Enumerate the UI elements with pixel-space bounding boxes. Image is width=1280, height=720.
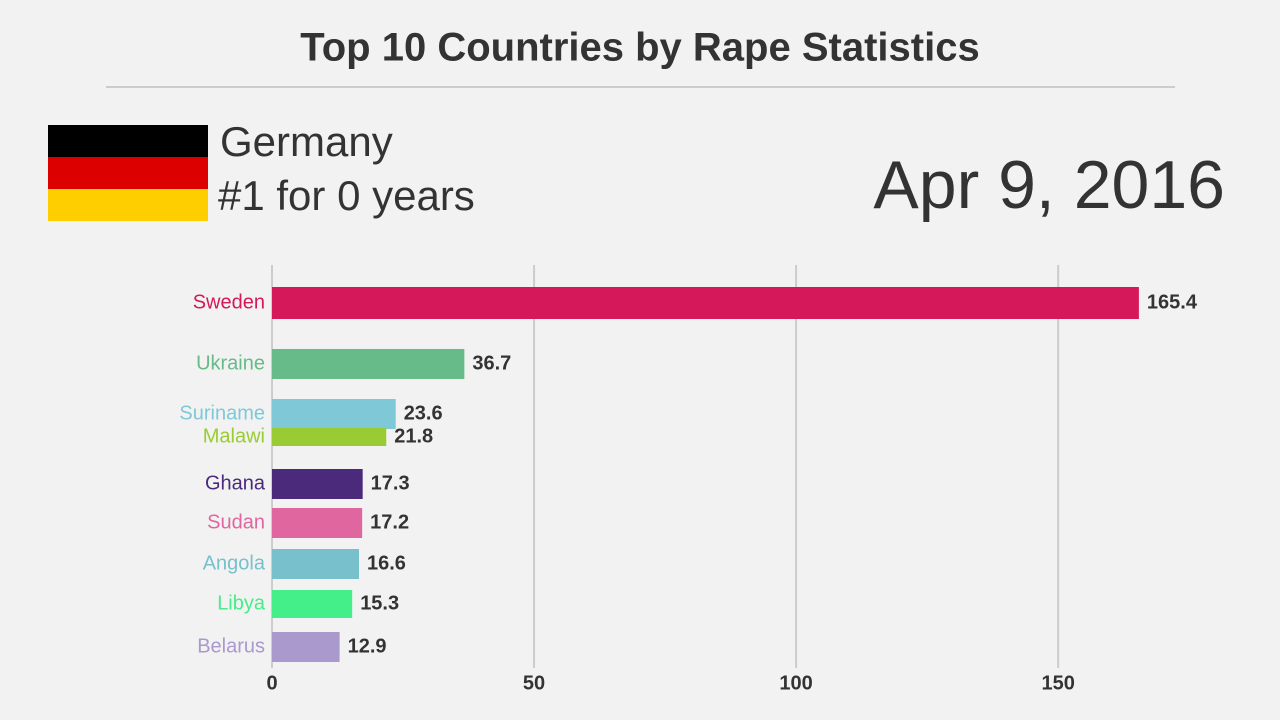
value-label: 12.9 (348, 635, 387, 657)
category-label: Malawi (203, 425, 265, 447)
x-tick-label: 0 (266, 672, 277, 694)
bar (272, 399, 396, 429)
category-label: Sudan (207, 511, 265, 533)
value-label: 21.8 (394, 425, 433, 447)
category-label: Angola (203, 552, 266, 574)
bar (272, 508, 363, 538)
bar (272, 632, 340, 662)
category-label: Ghana (205, 472, 266, 494)
category-label: Belarus (197, 635, 265, 657)
bar (272, 549, 360, 579)
leader-note: #1 for 0 years (218, 172, 475, 219)
x-tick-label: 100 (779, 672, 812, 694)
flag-stripe (48, 125, 208, 157)
bar (272, 428, 387, 446)
bar (272, 469, 363, 499)
leader-name: Germany (220, 118, 393, 165)
value-label: 17.3 (371, 472, 410, 494)
value-label: 36.7 (472, 352, 511, 374)
chart-title: Top 10 Countries by Rape Statistics (300, 26, 979, 70)
value-label: 17.2 (370, 511, 409, 533)
value-label: 15.3 (360, 592, 399, 614)
bar (272, 349, 465, 379)
date-label: Apr 9, 2016 (873, 147, 1225, 223)
value-label: 23.6 (404, 402, 443, 424)
category-label: Libya (217, 592, 266, 614)
flag-stripe (48, 157, 208, 189)
category-label: Suriname (179, 402, 265, 424)
category-label: Ukraine (196, 352, 265, 374)
value-label: 16.6 (367, 552, 406, 574)
bar (272, 287, 1139, 319)
value-label: 165.4 (1147, 291, 1198, 313)
bar (272, 590, 353, 618)
flag-stripe (48, 189, 208, 221)
x-tick-label: 50 (523, 672, 545, 694)
leader-flag (48, 125, 208, 221)
category-label: Sweden (193, 291, 265, 313)
x-tick-label: 150 (1041, 672, 1074, 694)
